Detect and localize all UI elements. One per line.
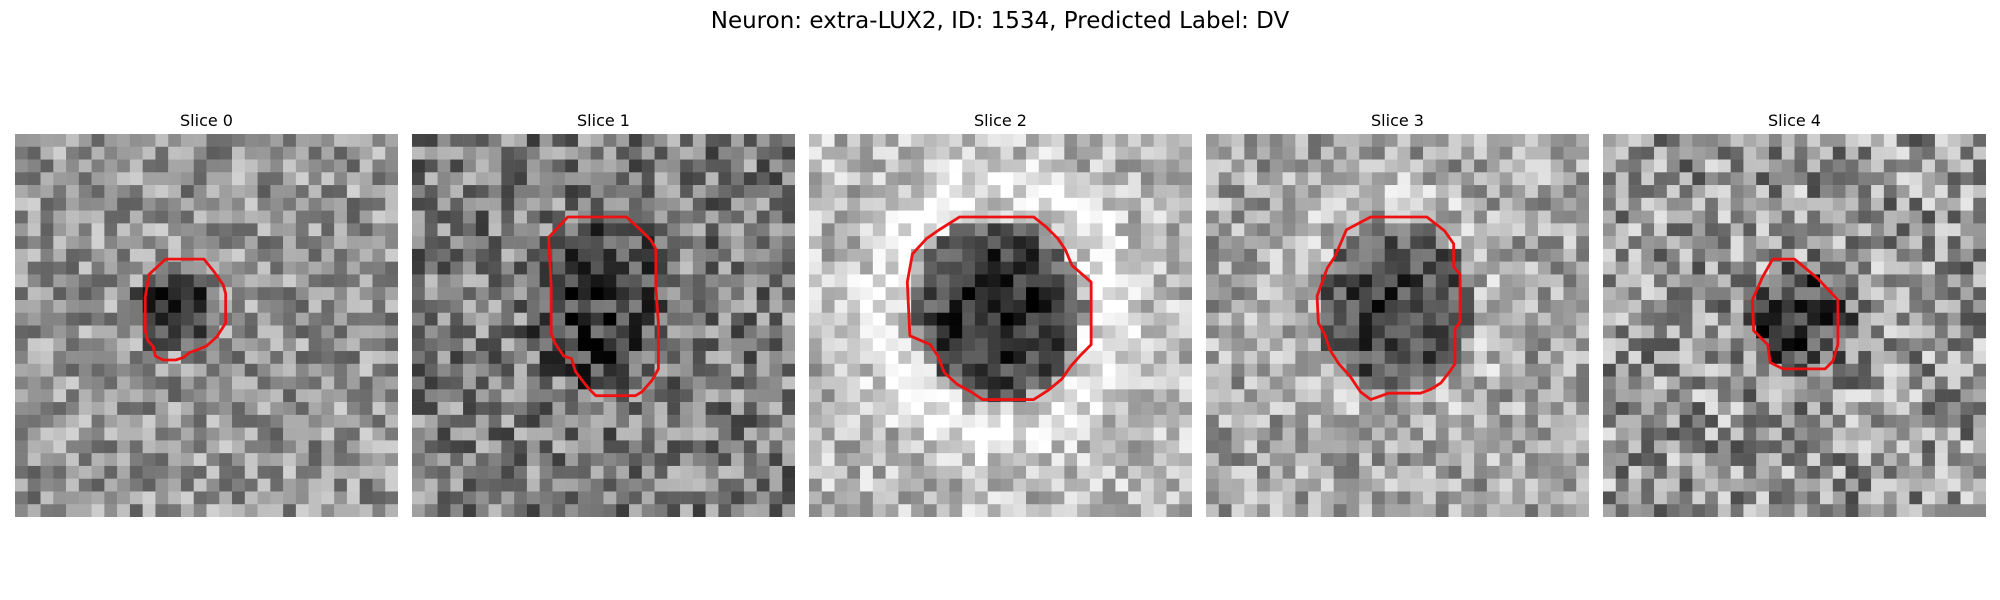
slice-panel-3: Slice 3 (1206, 110, 1589, 517)
slice-title: Slice 0 (180, 111, 233, 130)
slice-image-2 (809, 134, 1192, 517)
roi-contour (905, 215, 1093, 401)
slice-panel-0: Slice 0 (15, 110, 398, 517)
slice-title: Slice 3 (1371, 111, 1424, 130)
slice-title: Slice 4 (1768, 111, 1821, 130)
roi-contour (1750, 257, 1840, 371)
slice-image-1 (412, 134, 795, 517)
slice-panel-1: Slice 1 (412, 110, 795, 517)
slice-image-3 (1206, 134, 1589, 517)
roi-contour (547, 215, 660, 398)
slice-panel-4: Slice 4 (1603, 110, 1986, 517)
roi-contour (143, 257, 228, 362)
slice-image-4 (1603, 134, 1986, 517)
figure-title: Neuron: extra-LUX2, ID: 1534, Predicted … (710, 8, 1290, 34)
slice-title: Slice 1 (577, 111, 630, 130)
slice-panel-2: Slice 2 (809, 110, 1192, 517)
roi-contour (1315, 215, 1462, 401)
slice-image-0 (15, 134, 398, 517)
slice-title: Slice 2 (974, 111, 1027, 130)
